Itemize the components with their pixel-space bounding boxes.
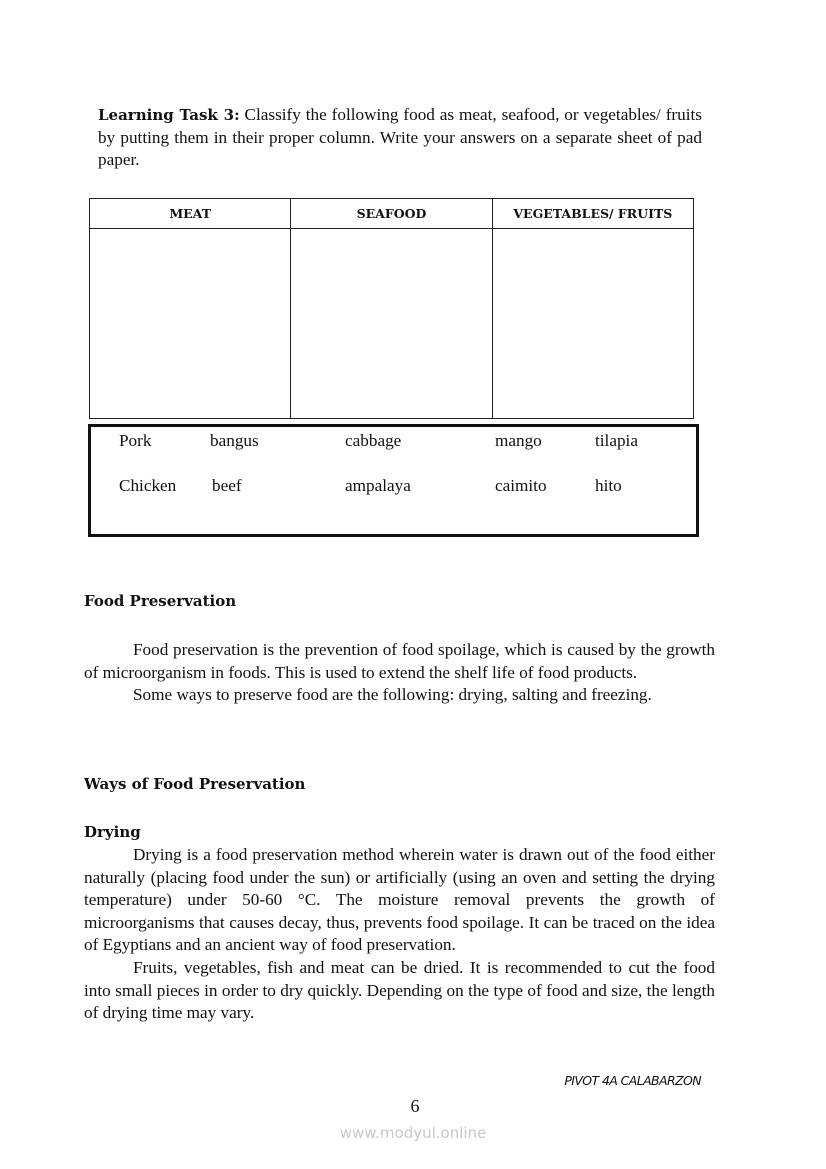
header-seafood: SEAFOOD [290, 198, 493, 229]
task-label: Learning Task 3: [98, 106, 240, 124]
header-meat: MEAT [88, 198, 292, 229]
word: ampalaya [345, 476, 411, 495]
ways-heading: Ways of Food Preservation [84, 775, 306, 793]
word: mango [495, 431, 542, 450]
word: caimito [495, 476, 547, 495]
watermark: www.modyul.online [339, 1124, 487, 1142]
footer-label: PIVOT 4A CALABARZON [564, 1073, 701, 1088]
header-vegetables-fruits: VEGETABLES/ FRUITS [491, 198, 695, 229]
meat-column [88, 228, 292, 419]
food-preservation-heading: Food Preservation [84, 592, 237, 610]
word: hito [595, 476, 622, 495]
page-number: 6 [410, 1096, 420, 1116]
paragraph: Fruits, vegetables, fish and meat can be… [84, 957, 715, 1023]
seafood-column [290, 228, 493, 419]
word-bank: Pork bangus cabbage mango tilapia Chicke… [88, 424, 699, 537]
word: beef [212, 476, 242, 495]
word: bangus [210, 431, 259, 450]
classification-table: MEAT SEAFOOD VEGETABLES/ FRUITS [88, 198, 695, 419]
drying-heading: Drying [84, 823, 141, 841]
word: Pork [119, 431, 152, 450]
food-preservation-body: Food preservation is the prevention of f… [84, 639, 715, 707]
paragraph: Some ways to preserve food are the follo… [133, 685, 652, 705]
word: cabbage [345, 431, 402, 450]
paragraph: Food preservation is the prevention of f… [84, 640, 715, 682]
learning-task-instructions: Learning Task 3: Classify the following … [98, 104, 702, 172]
paragraph: Drying is a food preservation method whe… [84, 845, 715, 955]
word: Chicken [119, 476, 177, 495]
vegetables-column [491, 228, 695, 419]
task-text: Classify the following food as meat, sea… [98, 105, 702, 170]
word: tilapia [595, 431, 638, 450]
drying-body: Drying is a food preservation method whe… [84, 844, 715, 1025]
